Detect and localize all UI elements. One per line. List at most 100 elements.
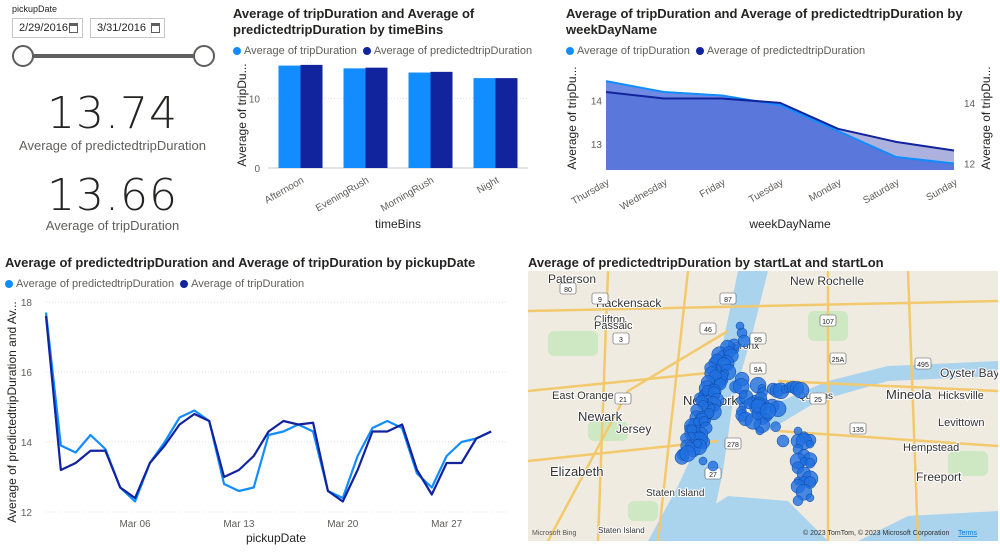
y-tick-label: 13 [591, 140, 603, 151]
map-place-label: Levittown [938, 417, 984, 429]
bar [365, 67, 388, 168]
area-chart-title: Average of tripDuration and Average of p… [566, 6, 963, 37]
y-axis-title: Average of tripDu... [235, 63, 249, 166]
kpi-actual-value: 13.66 [47, 170, 178, 221]
legend-dot [180, 280, 189, 288]
x-tick-label: MorningRush [379, 175, 436, 214]
park-area [548, 331, 598, 356]
bar-chart: 0 10 Afternoon EveningRush MorningRush Night t… [235, 63, 528, 231]
legend-item[interactable]: Average of predictedtripDuration [695, 45, 865, 57]
road-shield-label: 107 [822, 319, 834, 326]
road-shield-label: 21 [619, 397, 627, 404]
legend-label: Average of predictedtripDuration [373, 45, 533, 57]
y-tick-label: 14 [591, 97, 603, 108]
calendar-icon[interactable] [69, 23, 78, 33]
y-axis-title: Average of tripDu... [565, 66, 579, 169]
bar [300, 64, 323, 168]
map-place-label: Freeport [916, 470, 962, 484]
bar [278, 65, 301, 168]
road [596, 271, 610, 541]
map-bubble [792, 495, 804, 506]
road-shield-label: 95 [754, 337, 762, 344]
map-place-label: Hempstead [903, 442, 959, 454]
x-axis-title: pickupDate [246, 531, 306, 545]
start-date-input[interactable]: 2/29/2016 [12, 18, 83, 38]
road [777, 379, 998, 393]
map-place-label: Newark [578, 409, 623, 424]
legend-label: Average of tripDuration [577, 45, 690, 57]
x-axis-title: weekDayName [748, 217, 831, 231]
legend-item[interactable]: Average of predictedtripDuration [5, 278, 174, 290]
line-trip [605, 80, 955, 165]
series-line [44, 315, 492, 503]
x-tick-label: Saturday [861, 177, 901, 207]
road-shield [749, 332, 767, 345]
y2-tick-label: 14 [964, 99, 976, 110]
range-end-handle[interactable] [193, 45, 215, 67]
y2-axis-title: Average of tripDu... [979, 66, 993, 169]
slicer-title: pickupDate [12, 4, 58, 14]
x-tick-label: Night [475, 175, 501, 196]
x-tick-label: Wednesday [618, 177, 669, 213]
legend-item[interactable]: Average of tripDuration [566, 45, 690, 57]
road [656, 271, 690, 541]
road-shield-label: 87 [724, 297, 732, 304]
map-attribution: © 2023 TomTom, © 2023 Microsoft Corporat… [803, 529, 949, 537]
road-shield [914, 357, 932, 370]
end-date-input[interactable]: 3/31/2016 [90, 18, 165, 38]
x-tick-label: Mar 06 [119, 519, 151, 530]
road [906, 271, 920, 541]
legend-dot [362, 47, 371, 55]
road-shield [614, 392, 632, 405]
road-shield [809, 392, 827, 405]
road-shield-label: 278 [727, 442, 739, 449]
map-bubble [759, 402, 777, 420]
road-shield [612, 332, 630, 345]
map-place-label: Staten Island [598, 526, 645, 535]
map-bubble [738, 390, 748, 399]
map-bubble [679, 445, 696, 462]
map-bubble [698, 456, 708, 466]
map-terms-link[interactable]: Terms [958, 530, 978, 537]
x-axis-title: timeBins [375, 217, 421, 231]
bar-chart-title: Average of tripDuration and Average of p… [233, 6, 475, 37]
map-place-label: Hicksville [938, 390, 984, 402]
road [528, 369, 729, 393]
legend-item[interactable]: Average of predictedtripDuration [362, 45, 533, 57]
line-chart: 18 16 14 12 Mar 06 Mar 13 Mar 20 Mar 27 pickupDa… [5, 298, 506, 545]
legend-item[interactable]: Average of tripDuration [180, 278, 304, 290]
road-shield [719, 292, 737, 305]
road-shield [591, 292, 609, 305]
map-title: Average of predictedtripDuration by star… [528, 255, 884, 270]
y-axis-title: Average of predictedtripDuration and Av.… [5, 301, 19, 522]
y2-tick-label: 12 [964, 160, 976, 171]
map-place-label: Hackensack [596, 296, 662, 310]
bar [408, 72, 431, 168]
map-place-label: Jersey [616, 422, 651, 436]
map-bubble [792, 382, 810, 399]
legend-label: Average of tripDuration [244, 45, 357, 57]
map-place-label: Elizabeth [550, 464, 603, 479]
x-tick-label: Thursday [570, 177, 612, 207]
map-bubble [755, 426, 765, 436]
park-area [628, 501, 658, 521]
map-canvas[interactable]: Paterson New Rochelle Hackensack CliftonPas… [528, 271, 998, 541]
map-bubble [805, 493, 815, 502]
legend-item[interactable]: Average of tripDuration [233, 45, 357, 57]
area-chart-legend: Average of tripDuration Average of predi… [566, 45, 871, 57]
bar [473, 78, 496, 168]
map-place-label: Mineola [886, 387, 932, 402]
map-bubble [804, 457, 816, 469]
sound-water [758, 361, 998, 431]
legend-label: Average of tripDuration [191, 278, 305, 290]
map-place-label: Clifton [594, 314, 625, 326]
x-tick-label: Mar 27 [431, 519, 463, 530]
range-start-handle[interactable] [12, 45, 34, 67]
map-visual[interactable]: Paterson New Rochelle Hackensack Clifton Pas… [528, 271, 998, 541]
map-bubble [707, 460, 719, 472]
calendar-icon[interactable] [151, 23, 160, 33]
road [777, 429, 998, 448]
y-tick-label: 12 [21, 508, 33, 519]
date-range-track[interactable] [22, 54, 206, 58]
x-tick-label: Afternoon [263, 175, 306, 206]
